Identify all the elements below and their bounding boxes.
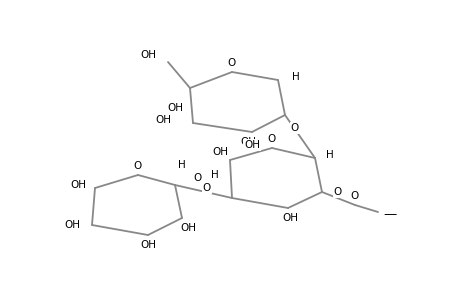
Text: H: H xyxy=(291,72,299,82)
Text: OH: OH xyxy=(140,240,156,250)
Text: OH: OH xyxy=(179,223,196,233)
Text: OH: OH xyxy=(243,140,259,150)
Text: H: H xyxy=(211,170,218,180)
Text: OH: OH xyxy=(281,213,297,223)
Text: H: H xyxy=(178,160,185,170)
Text: O: O xyxy=(193,173,202,183)
Text: O: O xyxy=(134,161,142,171)
Text: —: — xyxy=(382,208,396,221)
Text: OH: OH xyxy=(212,147,228,157)
Text: OH: OH xyxy=(155,115,171,125)
Text: OH: OH xyxy=(167,103,183,113)
Text: OH: OH xyxy=(240,137,256,147)
Text: O: O xyxy=(267,134,275,144)
Text: O: O xyxy=(202,183,211,193)
Text: OH: OH xyxy=(140,50,156,60)
Text: O: O xyxy=(290,123,298,133)
Text: H: H xyxy=(325,150,333,160)
Text: O: O xyxy=(333,187,341,197)
Text: OH: OH xyxy=(70,180,86,190)
Text: O: O xyxy=(350,191,358,201)
Text: OH: OH xyxy=(64,220,80,230)
Text: O: O xyxy=(227,58,235,68)
